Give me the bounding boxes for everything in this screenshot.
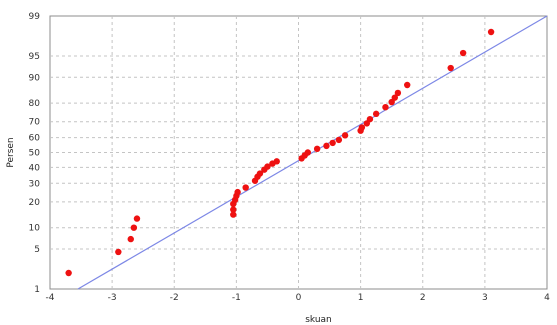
data-point xyxy=(382,103,389,111)
y-tick-label: 20 xyxy=(29,198,41,208)
data-point xyxy=(358,124,366,131)
x-tick-label: -3 xyxy=(108,293,117,303)
x-tick-label: 4 xyxy=(544,293,550,303)
reference-fit-line xyxy=(77,15,548,290)
x-tick-label: -1 xyxy=(232,293,241,303)
x-tick-label: -4 xyxy=(46,293,55,303)
data-point xyxy=(329,139,336,147)
data-point xyxy=(304,149,312,156)
y-tick-label: 1 xyxy=(34,285,40,295)
data-point xyxy=(323,142,330,150)
x-tick-label: 1 xyxy=(358,293,364,303)
y-tick-label: 5 xyxy=(34,245,40,255)
data-point xyxy=(242,184,249,191)
data-point xyxy=(487,28,495,36)
y-tick-label: 90 xyxy=(29,73,41,83)
data-point xyxy=(313,145,321,153)
y-tick-label: 40 xyxy=(29,163,41,173)
data-point xyxy=(256,170,264,177)
data-point xyxy=(127,235,134,243)
data-point xyxy=(234,188,241,196)
data-point xyxy=(230,211,237,218)
data-point xyxy=(273,158,280,165)
data-point xyxy=(264,163,271,170)
data-point xyxy=(335,136,343,144)
y-tick-label: 60 xyxy=(29,134,41,144)
data-point xyxy=(130,224,138,231)
data-point xyxy=(447,64,454,72)
x-tick-label: 2 xyxy=(420,293,426,303)
y-tick-label: 70 xyxy=(29,118,41,128)
x-tick-label: 0 xyxy=(296,293,302,303)
data-point xyxy=(459,49,467,57)
data-point xyxy=(372,110,380,118)
data-point xyxy=(133,215,141,222)
y-axis-label: Persen xyxy=(6,137,16,167)
x-tick-label: 3 xyxy=(482,293,488,303)
y-tick-label: 80 xyxy=(29,99,41,109)
y-tick-label: 10 xyxy=(29,224,41,234)
y-tick-labels: 1 5 10 20 30 40 50 60 70 80 90 95 99 xyxy=(29,12,41,295)
data-point xyxy=(391,94,398,101)
data-point xyxy=(230,206,237,213)
x-axis-label: skuan xyxy=(305,315,332,325)
y-tick-label: 50 xyxy=(29,149,41,159)
data-point xyxy=(115,248,122,256)
y-tick-label: 99 xyxy=(29,12,41,22)
x-tick-label: -2 xyxy=(170,293,179,303)
x-tick-labels: -4 -3 -2 -1 0 1 2 3 4 xyxy=(46,293,551,303)
data-point xyxy=(65,269,72,277)
data-point xyxy=(404,81,411,89)
data-point xyxy=(366,115,374,123)
data-point xyxy=(341,132,349,139)
data-points xyxy=(65,28,495,277)
grid-lines xyxy=(50,16,547,289)
y-tick-label: 95 xyxy=(29,52,40,62)
data-point xyxy=(394,89,402,97)
y-tick-label: 30 xyxy=(29,179,41,189)
